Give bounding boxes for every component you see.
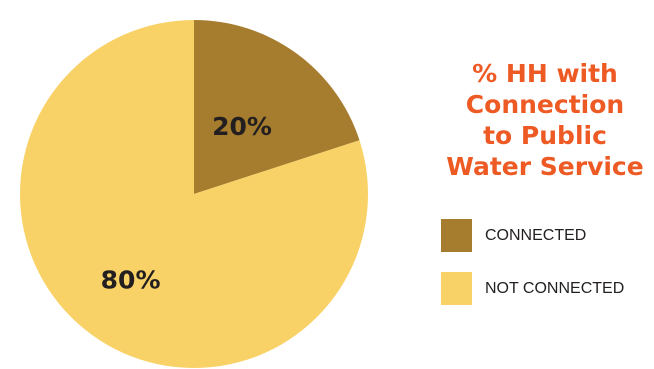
pie-slice-label-not-connected: 80% <box>101 265 161 294</box>
pie-chart: 20% 80% <box>19 20 369 368</box>
chart-title: % HH with Connection to Public Water Ser… <box>446 59 644 181</box>
pie-slice-connected <box>194 20 360 194</box>
legend-label-connected: CONNECTED <box>485 227 587 244</box>
pie-slice-not-connected <box>19 20 369 368</box>
pie-slice-label-connected: 20% <box>212 112 272 141</box>
legend-swatch-not-connected <box>441 272 472 305</box>
legend-swatch-connected <box>441 219 472 252</box>
legend-label-not-connected: NOT CONNECTED <box>485 280 625 297</box>
